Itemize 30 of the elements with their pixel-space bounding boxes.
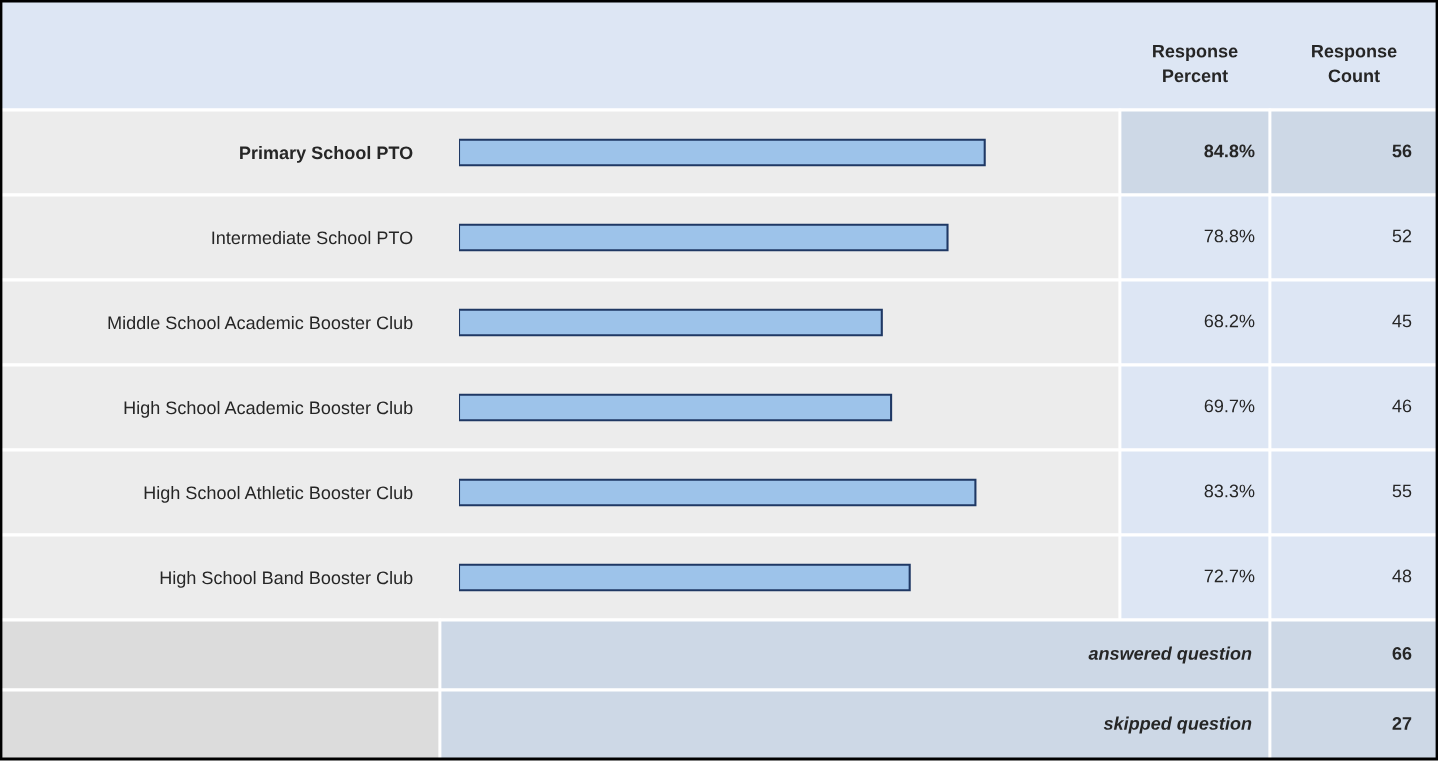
data-label: 68.2% <box>1204 314 1255 328</box>
text: answered question <box>1088 646 1252 664</box>
data-label: 78.8% <box>1204 229 1255 243</box>
y-tick-label: High School Athletic Booster Club <box>144 485 413 503</box>
text: skipped question <box>1103 716 1252 734</box>
y-tick-label: High School Academic Booster Club <box>124 400 413 418</box>
text: 66 <box>1392 647 1412 660</box>
bar <box>459 478 977 507</box>
bar <box>459 563 911 592</box>
data-label: 69.7% <box>1204 399 1255 413</box>
data-label: 72.7% <box>1204 569 1255 583</box>
text: 55 <box>1392 484 1412 498</box>
y-tick-label: Intermediate School PTO <box>212 230 413 245</box>
text: Response Percent <box>1153 44 1238 83</box>
bar <box>459 223 949 252</box>
bar <box>459 308 883 337</box>
data-label: 84.8% <box>1204 144 1255 158</box>
text: 46 <box>1392 399 1412 413</box>
text: 48 <box>1392 569 1412 583</box>
text: 27 <box>1392 717 1412 730</box>
y-tick-label: Primary School PTO <box>240 145 413 163</box>
y-tick-label: Middle School Academic Booster Club <box>108 315 413 330</box>
text: 56 <box>1392 144 1412 158</box>
y-tick-label: High School Band Booster Club <box>160 570 413 588</box>
data-label: 83.3% <box>1204 484 1255 498</box>
text: 52 <box>1392 229 1412 243</box>
bar <box>459 393 893 422</box>
bar <box>459 138 986 167</box>
text: Response Count <box>1312 44 1397 83</box>
text: 45 <box>1392 314 1412 328</box>
